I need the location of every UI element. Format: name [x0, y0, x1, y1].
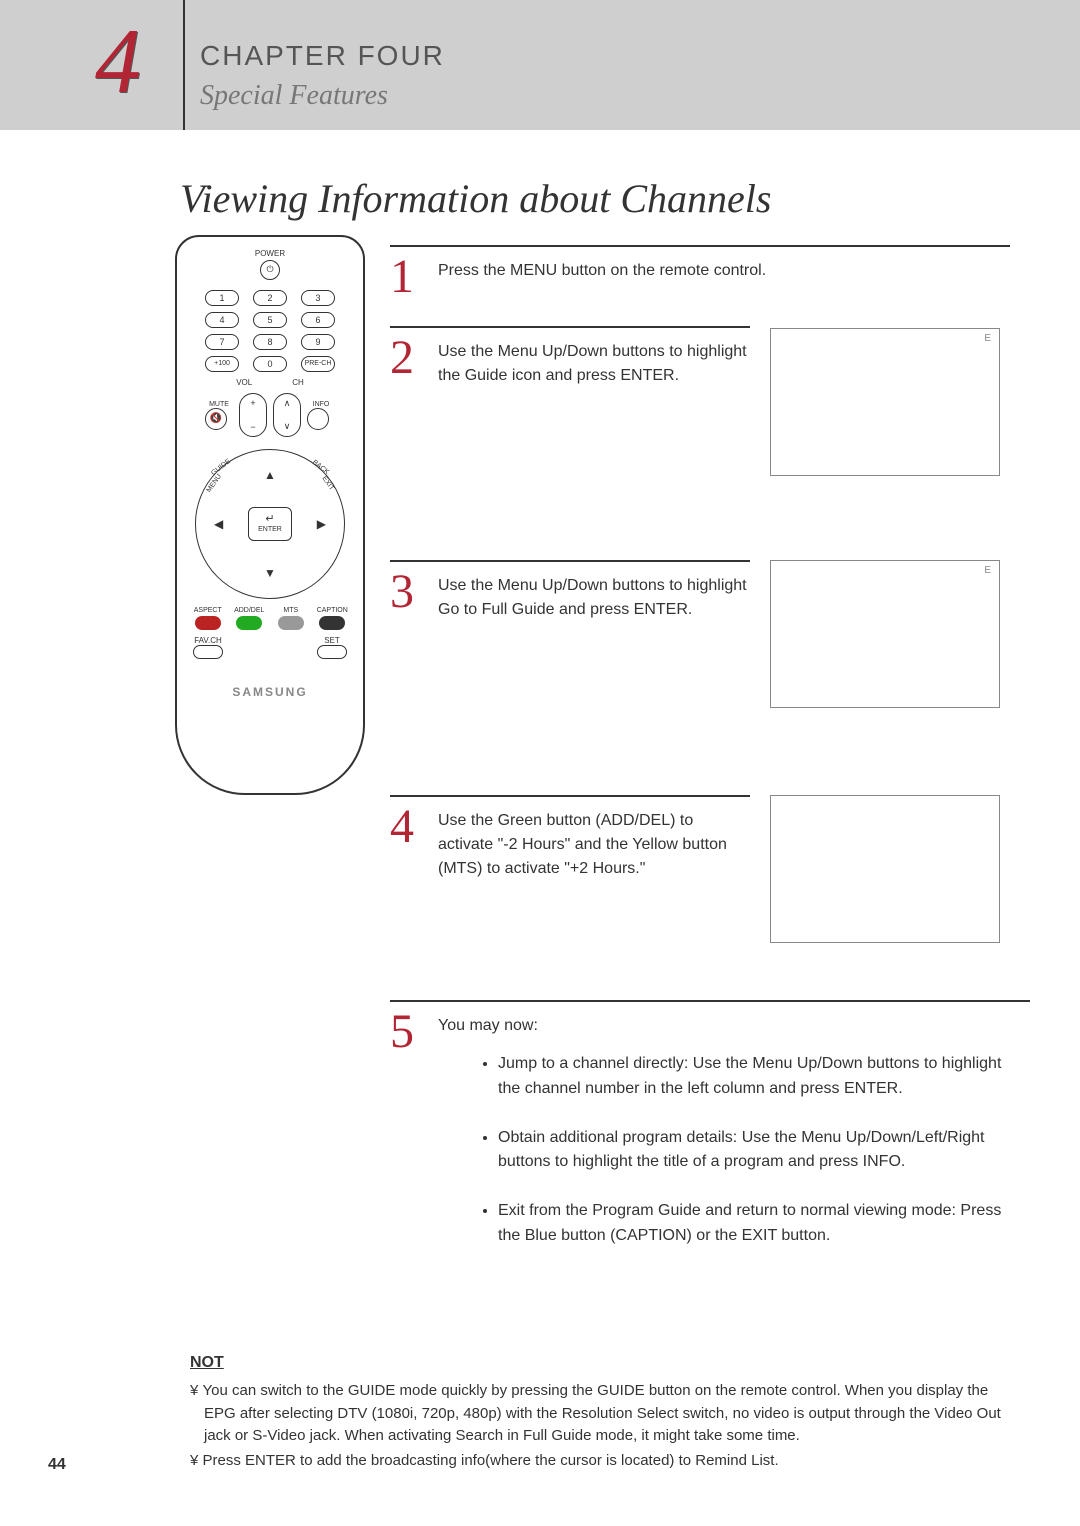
notes-heading: NOT	[190, 1354, 1020, 1372]
step-5-item: Obtain additional program details: Use t…	[498, 1126, 1018, 1176]
num-5: 5	[253, 312, 287, 328]
chapter-subtitle: Special Features	[200, 80, 388, 112]
chapter-number: 4	[95, 8, 141, 114]
back-label: BACK	[311, 459, 330, 476]
step-4-screenshot-placeholder	[770, 795, 1000, 943]
dpad: GUIDE BACK MENU EXIT ▲ ▼ ◀ ▶ ENTER	[195, 449, 345, 599]
step-2-text: Use the Menu Up/Down buttons to highligh…	[438, 336, 750, 388]
fn-aspect-button	[195, 616, 221, 630]
fn-aspect-label: ASPECT	[194, 607, 222, 614]
step-1: 1 Press the MENU button on the remote co…	[390, 245, 1010, 298]
step-5-text: You may now:	[438, 1017, 538, 1034]
step-4-text: Use the Green button (ADD/DEL) to activa…	[438, 805, 750, 881]
info-label: INFO	[313, 401, 330, 408]
num-3: 3	[301, 290, 335, 306]
favch-label: FAV.CH	[193, 636, 223, 645]
arrow-left-icon: ◀	[214, 517, 223, 531]
fn-mts-label: MTS	[283, 607, 298, 614]
num-7: 7	[205, 334, 239, 350]
step-2: 2 Use the Menu Up/Down buttons to highli…	[390, 326, 750, 388]
fn-adddel-button	[236, 616, 262, 630]
exit-label: EXIT	[321, 475, 336, 492]
step-3-screenshot-placeholder: E	[770, 560, 1000, 708]
ch-label: CH	[292, 378, 304, 387]
remote-illustration: POWER ⏻ 1 2 3 4 5 6 7 8 9 +100 0 PRE-CH …	[175, 235, 365, 795]
info-button	[307, 408, 329, 430]
num-1: 1	[205, 290, 239, 306]
step-3: 3 Use the Menu Up/Down buttons to highli…	[390, 560, 750, 622]
fn-mts-button	[278, 616, 304, 630]
num-0: 0	[253, 356, 287, 372]
num-prech: PRE-CH	[301, 356, 335, 372]
power-button: ⏻	[260, 260, 280, 280]
header-bar: 4 CHAPTER FOUR Special Features	[0, 0, 1080, 130]
notes-line: ¥ You can switch to the GUIDE mode quick…	[190, 1380, 1020, 1448]
arrow-up-icon: ▲	[264, 468, 276, 482]
mute-button: 🔇	[205, 408, 227, 430]
step-5-item: Exit from the Program Guide and return t…	[498, 1199, 1018, 1249]
set-button	[317, 645, 347, 659]
fn-adddel-label: ADD/DEL	[234, 607, 264, 614]
step-5-list: Jump to a channel directly: Use the Menu…	[498, 1052, 1018, 1249]
notes-section: NOT ¥ You can switch to the GUIDE mode q…	[190, 1354, 1020, 1474]
power-label: POWER	[187, 249, 353, 258]
page-title: Viewing Information about Channels	[180, 175, 771, 222]
notes-line: ¥ Press ENTER to add the broadcasting in…	[190, 1450, 1020, 1473]
step-5: 5 You may now: Jump to a channel directl…	[390, 1000, 1030, 1273]
step-3-number: 3	[390, 570, 424, 622]
step-1-text: Press the MENU button on the remote cont…	[438, 255, 766, 298]
step-1-number: 1	[390, 255, 424, 298]
step-2-screenshot-placeholder: E	[770, 328, 1000, 476]
vol-rocker: +−	[239, 393, 267, 437]
step-2-number: 2	[390, 336, 424, 388]
step-4-number: 4	[390, 805, 424, 881]
num-9: 9	[301, 334, 335, 350]
arrow-down-icon: ▼	[264, 566, 276, 580]
favch-button	[193, 645, 223, 659]
mute-label: MUTE	[209, 401, 229, 408]
fn-caption-button	[319, 616, 345, 630]
step-5-number: 5	[390, 1010, 424, 1273]
step-4: 4 Use the Green button (ADD/DEL) to acti…	[390, 795, 750, 881]
guide-label: GUIDE	[210, 458, 232, 477]
enter-button: ENTER	[248, 507, 292, 541]
brand-label: SAMSUNG	[187, 685, 353, 699]
num-4: 4	[205, 312, 239, 328]
menu-label: MENU	[206, 473, 224, 494]
fn-caption-label: CAPTION	[317, 607, 348, 614]
chapter-title: CHAPTER FOUR	[200, 40, 445, 72]
num-plus100: +100	[205, 356, 239, 372]
step-5-item: Jump to a channel directly: Use the Menu…	[498, 1052, 1018, 1102]
num-2: 2	[253, 290, 287, 306]
num-6: 6	[301, 312, 335, 328]
ch-rocker: ∧∨	[273, 393, 301, 437]
placeholder-e: E	[984, 333, 991, 344]
page-number: 44	[48, 1456, 66, 1474]
num-8: 8	[253, 334, 287, 350]
placeholder-e: E	[984, 565, 991, 576]
set-label: SET	[317, 636, 347, 645]
arrow-right-icon: ▶	[317, 517, 326, 531]
header-divider	[183, 0, 185, 130]
vol-label: VOL	[236, 378, 252, 387]
step-3-text: Use the Menu Up/Down buttons to highligh…	[438, 570, 750, 622]
